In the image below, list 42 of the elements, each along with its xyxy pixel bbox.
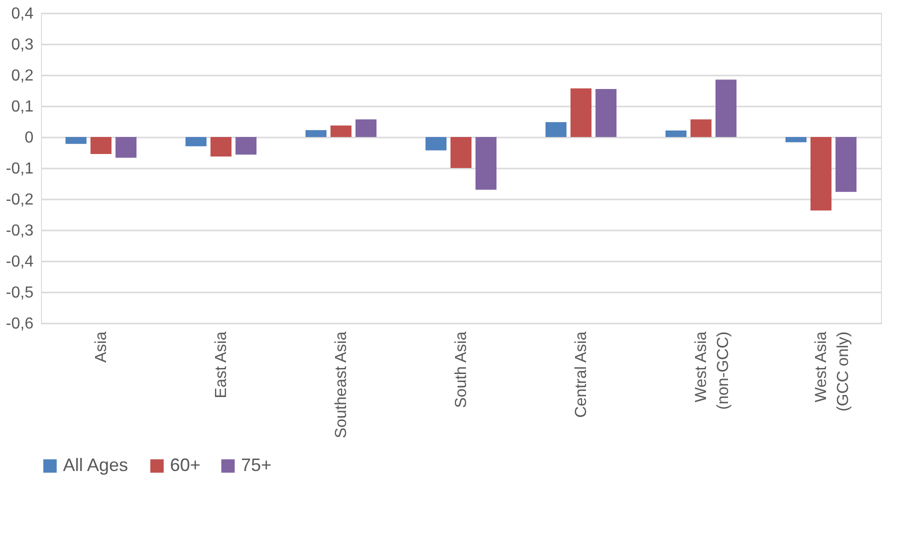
x-tick-label: South Asia [453,331,470,408]
bar [210,137,232,157]
y-tick-label: 0,2 [11,68,34,84]
x-tick-label: Asia [93,331,110,363]
y-tick-label: 0 [24,130,34,146]
bar [810,137,832,210]
x-tick-label: Central Asia [573,331,590,418]
legend-label: 60+ [170,455,201,475]
bar [330,126,352,137]
legend-label: 75+ [241,455,272,475]
bar [666,130,686,137]
bar [476,137,496,190]
bar [306,130,326,137]
y-tick-label: -0,1 [6,160,34,178]
bar [716,80,736,137]
bar [546,122,566,137]
y-tick-label: 0,4 [11,6,34,22]
y-tick-label: -0,3 [6,222,34,240]
y-tick-label: -0,2 [6,192,34,208]
y-tick-label: -0,6 [6,316,34,332]
x-tick-label: West Asia (GCC only) [813,331,852,412]
bar [66,137,86,144]
x-tick-label: East Asia [213,331,230,398]
y-tick-label: 0,1 [11,98,34,116]
bar [116,137,136,158]
legend-label: All Ages [63,455,128,475]
bar [90,137,112,154]
y-tick-label: -0,4 [6,254,34,270]
bar [690,119,712,137]
y-tick-label: -0,5 [6,284,34,302]
x-tick-label: West Asia (non-GCC) [693,331,732,410]
bar [186,137,206,146]
bar [836,137,856,192]
bar [236,137,256,155]
x-tick-label: Southeast Asia [333,331,350,438]
bar [786,137,806,142]
y-tick-label: 0,3 [11,36,34,54]
bar [450,137,472,168]
bar [356,119,376,137]
bar [570,88,592,137]
bar [426,137,446,150]
bar [596,88,616,137]
